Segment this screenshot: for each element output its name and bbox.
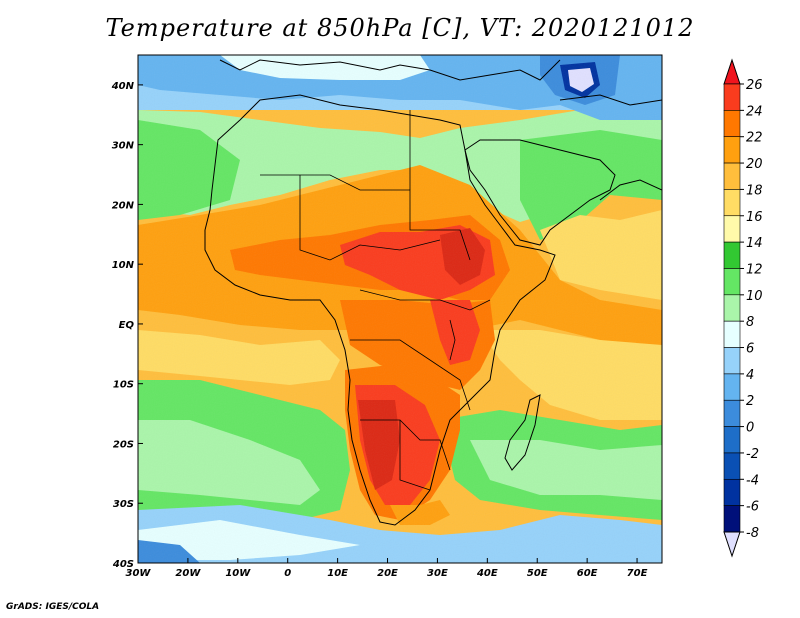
colorbar-label: 4 [746,368,754,383]
india-coastline [599,179,662,201]
colorbar-label: 8 [746,315,754,330]
map-frame [137,54,663,564]
lon-tick-label: 30E [427,568,448,579]
colorbar-label: 16 [746,210,763,225]
lon-tick-label: 50E [527,568,548,579]
lat-axis: 40N 30N 20N 10N EQ 10S 20S 30S 40S [111,81,143,570]
colorbar-swatch [723,136,741,164]
colorbar-swatch [723,110,741,138]
lat-tick-label: 40S [112,559,134,570]
lon-tick-label: 30W [126,568,152,579]
colorbar-swatch [723,83,741,111]
colorbar-label: 10 [746,289,763,304]
lat-tick-label: 30S [113,499,134,510]
colorbar-swatch [723,320,741,348]
border-central [359,289,491,311]
colorbar-label: 12 [746,262,763,277]
africa-coastline [204,94,556,526]
colorbar-label: 0 [746,421,754,436]
colorbar-top-arrow [723,58,741,85]
country-borders [260,110,491,491]
lon-axis: 30W 20W 10W 0 10E 20E 30E 40E 50E 60E 70E [126,558,648,579]
colorbar-swatch [723,294,741,322]
europe-coastline [219,59,561,81]
lon-tick-label: 10E [327,568,348,579]
arabia-coastline [464,139,616,246]
lat-tick-label: EQ [119,320,135,331]
lon-tick-label: 0 [284,568,291,579]
footer-credit: GrADS: IGES/COLA [6,602,100,612]
colorbar-label: -2 [746,447,759,462]
lon-tick-label: 10W [225,568,251,579]
border-west-sahel [299,175,441,261]
lat-tick-label: 20N [112,200,135,211]
lon-tick-label: 20E [377,568,398,579]
coastlines [204,59,662,526]
border-southern [360,419,451,471]
colorbar-swatch [723,215,741,243]
colorbar-label: 26 [746,78,763,93]
colorbar-label: -8 [746,526,759,541]
colorbar-label: 14 [746,236,763,251]
colorbar-swatch [723,399,741,427]
lon-tick-label: 60E [577,568,598,579]
colorbar-swatch [723,241,741,269]
colorbar-label: 18 [746,183,763,198]
colorbar-swatch [723,347,741,375]
lat-tick-label: 10N [112,260,135,271]
lon-tick-label: 70E [627,568,648,579]
lat-tick-label: 20S [113,439,134,450]
lat-tick-label: 30N [112,141,135,152]
colorbar-swatch [723,426,741,454]
colorbar-swatch [723,505,741,533]
colorbar-swatch [723,162,741,190]
lat-tick-label: 40N [111,81,135,92]
colorbar-swatch [723,373,741,401]
colorbar-label: -6 [746,500,759,515]
colorbar-label: 6 [746,342,754,357]
colorbar-swatch [723,268,741,296]
field-texture [138,55,662,563]
chart-title: Temperature at 850hPa [C], VT: 202012101… [105,14,695,42]
madagascar-coastline [504,394,541,471]
temperature-field [138,55,662,563]
border-botswana [399,420,431,491]
persia-coastline [559,94,662,106]
colorbar-swatch [723,478,741,506]
lake-victoria [449,319,456,361]
lon-tick-label: 40E [476,568,498,579]
colorbar-label: 24 [746,104,763,119]
border-congo [350,339,471,411]
colorbar-label: 20 [746,157,763,172]
colorbar-label: 2 [746,394,754,409]
lon-tick-label: 20W [175,568,201,579]
colorbar-bottom-arrow [723,531,741,558]
colorbar-swatch [723,189,741,217]
lat-tick-label: 10S [113,380,134,391]
colorbar-swatch [723,452,741,480]
colorbar-label: 22 [746,131,763,146]
colorbar-label: -4 [746,473,759,488]
